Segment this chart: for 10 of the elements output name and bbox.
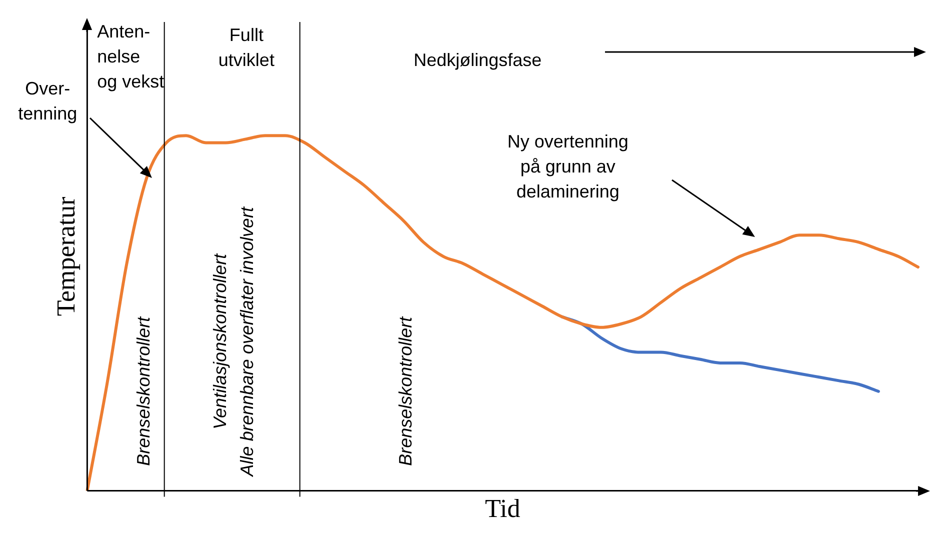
text: Fullt utviklet	[218, 25, 274, 70]
text: Over- tenning	[18, 78, 78, 124]
y-axis-title: Temperatur	[51, 196, 80, 316]
annotation: Ventilasjonskontrollert Alle brennbare overflater involvert	[210, 206, 258, 478]
annotation: Ny overtenning på grunn av delaminering	[507, 132, 628, 202]
text: Anten- nelse og vekst	[97, 22, 164, 92]
x-axis-title: Tid	[485, 494, 520, 524]
text: Nedkjølingsfase	[414, 50, 542, 70]
annotation: Brenselskontrollert	[134, 316, 154, 466]
annotation: Brenselskontrollert	[396, 316, 416, 466]
